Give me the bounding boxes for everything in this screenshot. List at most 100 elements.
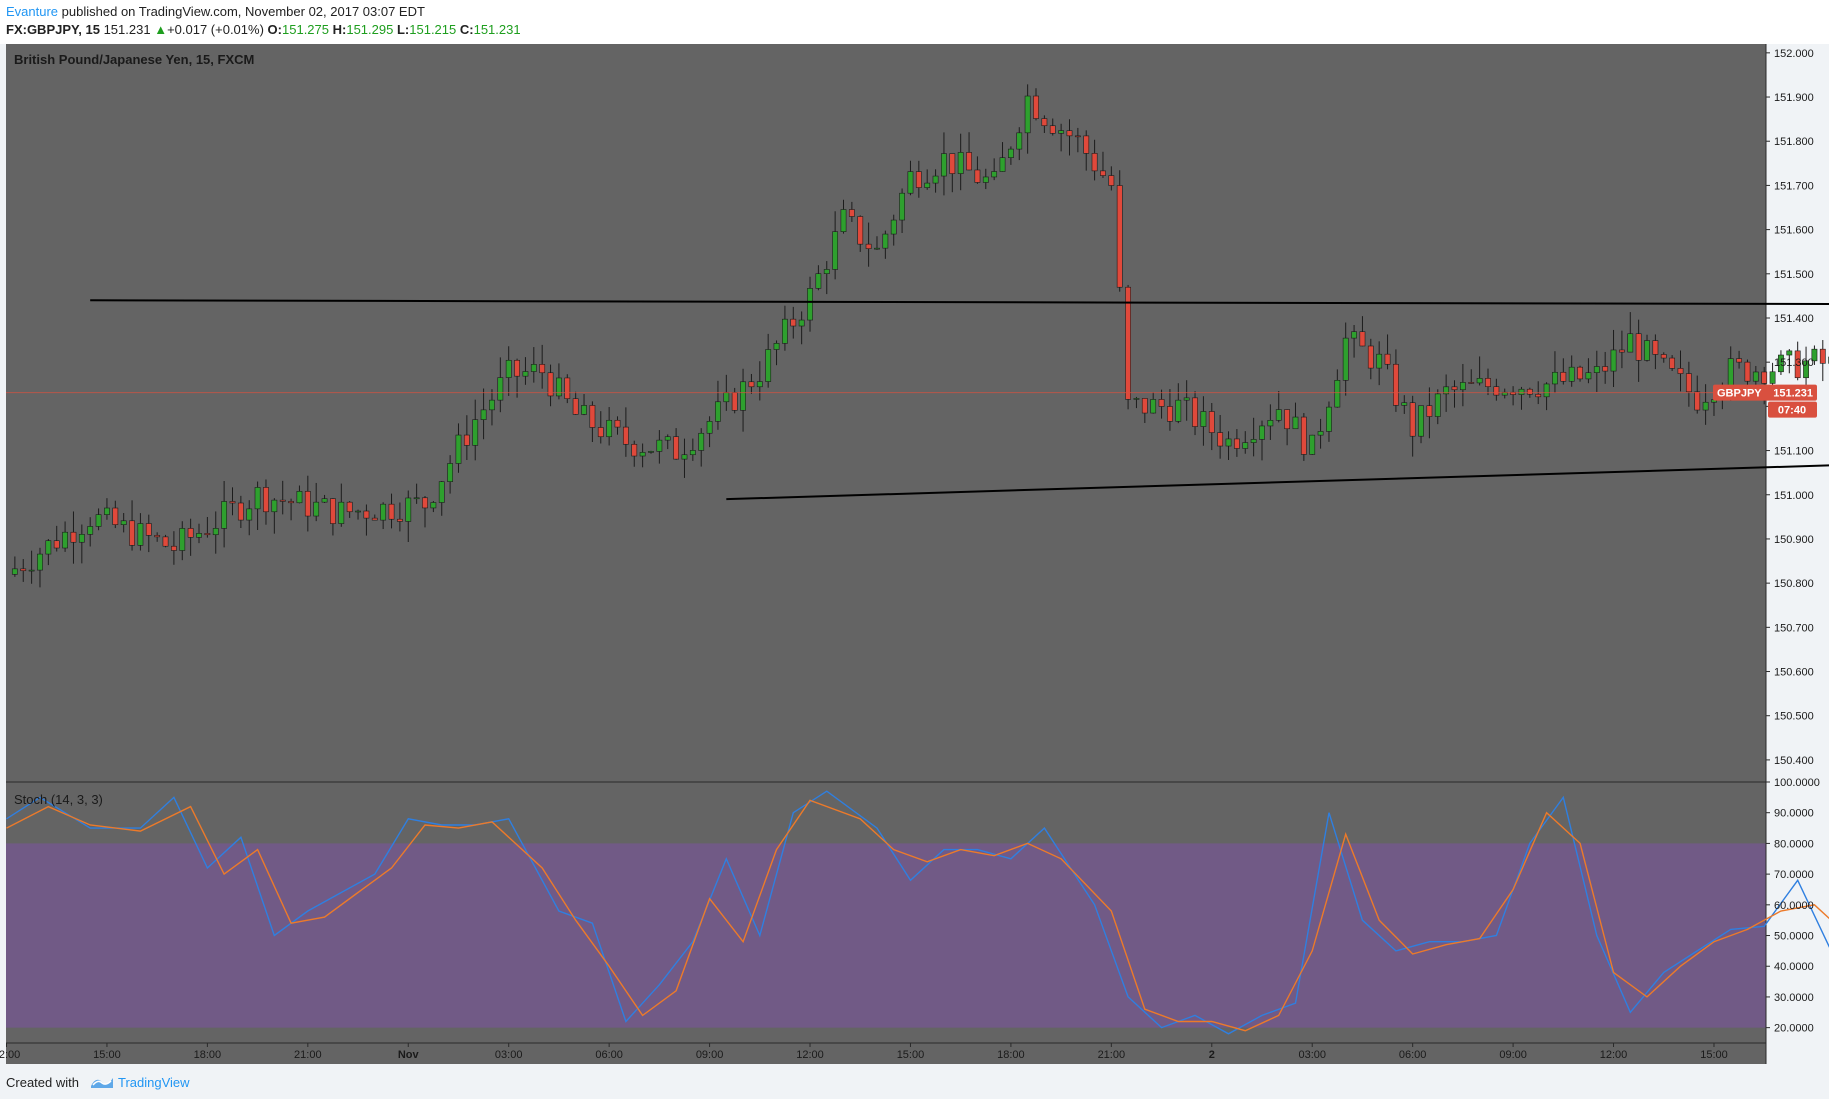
candle [698,428,705,467]
candle [848,201,855,222]
candle [631,440,638,467]
trendline-1[interactable] [90,299,1829,306]
candle [991,158,998,181]
candle [999,142,1006,172]
candle [1677,350,1684,392]
time-tick-label: 15:00 [93,1049,121,1061]
candle [1610,329,1617,388]
candle [346,501,353,518]
candle [1300,413,1307,461]
candle [924,169,931,190]
last-price-symbol: GBPJPY [1717,388,1762,400]
candle [1660,352,1667,363]
candle [1585,358,1592,384]
candle [1233,429,1240,457]
time-tick-label: 12:00 [0,1049,20,1061]
price-tick-label: 150.800 [1774,578,1814,590]
candle [1552,351,1558,393]
last-price-tag: GBPJPY 151.231 07:40 [1713,384,1817,418]
price-tick-label: 151.400 [1774,313,1814,325]
price-tick-label: 150.600 [1774,667,1814,679]
candle [1409,395,1416,457]
candle [1493,378,1500,401]
candles-layer [11,84,1829,588]
time-tick-label: 09:00 [1499,1049,1527,1061]
candle [815,265,822,291]
candle [162,534,169,548]
candle [1819,340,1826,382]
tradingview-link[interactable]: TradingView [118,1075,190,1090]
trendline-2[interactable] [726,455,1829,501]
candle [1066,119,1073,156]
candle [288,498,294,521]
candle [1016,127,1023,161]
candle [1275,390,1282,423]
candle [1543,382,1550,411]
time-tick-label: 18:00 [194,1049,222,1061]
candle [313,482,320,522]
time-tick-label: Nov [398,1049,420,1061]
candle [1074,127,1081,153]
author-link[interactable]: Evanture [6,4,59,19]
candle [1351,325,1357,358]
stoch-tick-label: 20.0000 [1774,1023,1814,1035]
chart-area[interactable]: 152.000 151.900 151.800 151.700 151.600 151.5… [0,44,1829,1064]
published-text: published on TradingView.com, November 0… [61,4,425,19]
candle [1125,284,1131,410]
candle [1468,369,1475,384]
candle [263,479,269,525]
candle [355,509,361,520]
candle [740,368,746,432]
candle [1326,401,1332,442]
candle [1627,312,1634,353]
candle [622,407,629,457]
candle [1309,434,1316,455]
candle [1242,431,1249,454]
candle [1568,355,1575,387]
candle [1250,417,1257,457]
candle [1401,395,1408,414]
candle [1175,383,1182,424]
candle [1744,359,1751,386]
candle [271,498,278,534]
stoch-tick-label: 40.0000 [1774,961,1814,973]
price-tick-label: 151.800 [1774,136,1814,148]
low-label: L: [396,22,410,37]
price-tick-label: 150.700 [1774,622,1814,634]
candle [279,480,286,515]
candle [1685,361,1692,407]
candle [1794,341,1801,381]
candle [1811,345,1818,365]
time-axis[interactable]: 12:00 15:00 18:00 21:00 Nov 03:00 06:00 09:00 12… [0,1043,1728,1061]
candle [422,496,428,528]
candle [129,500,135,551]
candle [915,160,922,198]
candle [1652,334,1659,370]
candle [1476,356,1483,386]
candle [1384,334,1391,370]
candle [857,215,864,252]
tradingview-logo-icon[interactable] [90,1074,114,1090]
candle [45,539,52,566]
candle [53,525,60,552]
candle [1007,146,1014,165]
candle [455,423,462,473]
candle [715,380,721,430]
stoch-d-line [6,799,1829,1032]
candle [1058,123,1065,152]
candle [112,500,119,529]
candle [104,498,110,520]
candle [1635,319,1642,382]
candle [1619,330,1625,369]
countdown-bg [1768,401,1817,418]
stoch-tick-label: 80.0000 [1774,838,1814,850]
candle [137,513,144,551]
trendlines-layer[interactable] [90,299,1829,501]
candle [1418,405,1424,444]
candle [1083,130,1090,171]
symbol-label: FX:GBPJPY, 15 [6,22,100,37]
candle [1041,115,1048,133]
candle [1694,375,1701,414]
candle [957,133,964,191]
candle [798,311,805,345]
